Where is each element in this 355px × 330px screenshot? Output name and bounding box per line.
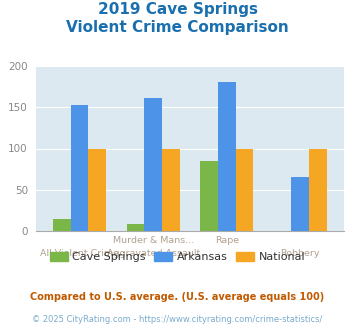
Bar: [88, 148, 106, 231]
Bar: [291, 178, 309, 231]
Text: 2019 Cave Springs: 2019 Cave Springs: [98, 2, 257, 16]
Text: Violent Crime Comparison: Violent Crime Comparison: [66, 20, 289, 35]
Bar: [127, 224, 144, 231]
Bar: [235, 148, 253, 231]
Legend: Cave Springs, Arkansas, National: Cave Springs, Arkansas, National: [45, 248, 310, 267]
Bar: [144, 98, 162, 231]
Bar: [200, 161, 218, 231]
Text: All Violent Crime: All Violent Crime: [40, 249, 119, 258]
Bar: [71, 105, 88, 231]
Bar: [162, 148, 180, 231]
Bar: [218, 82, 235, 231]
Text: Rape: Rape: [215, 236, 239, 245]
Text: Aggravated Assault: Aggravated Assault: [106, 249, 200, 258]
Text: Robbery: Robbery: [280, 249, 320, 258]
Text: Murder & Mans...: Murder & Mans...: [113, 236, 194, 245]
Bar: [53, 218, 71, 231]
Text: Compared to U.S. average. (U.S. average equals 100): Compared to U.S. average. (U.S. average …: [31, 292, 324, 302]
Bar: [309, 148, 327, 231]
Text: © 2025 CityRating.com - https://www.cityrating.com/crime-statistics/: © 2025 CityRating.com - https://www.city…: [32, 315, 323, 324]
